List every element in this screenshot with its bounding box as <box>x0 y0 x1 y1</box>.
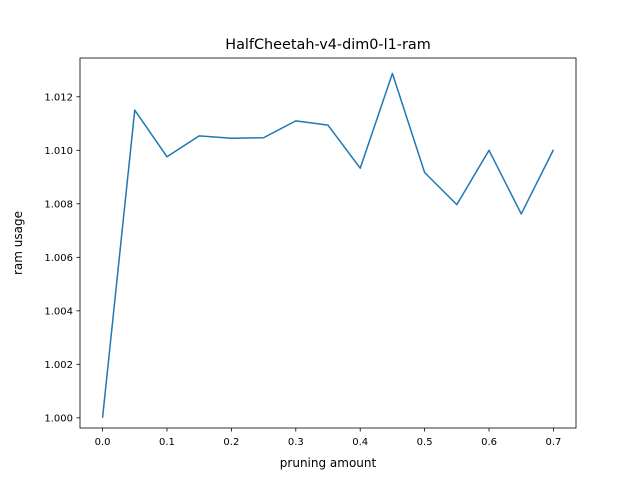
plot-area <box>102 73 553 418</box>
y-tick-label: 1.010 <box>44 146 73 157</box>
x-tick-label: 0.0 <box>95 437 111 448</box>
x-axis-ticks: 0.0 0.1 0.2 0.3 0.4 0.5 0.6 0.7 <box>95 428 562 448</box>
y-tick-label: 1.006 <box>44 253 73 264</box>
y-tick-label: 1.002 <box>44 360 73 371</box>
chart-title: HalfCheetah-v4-dim0-l1-ram <box>225 37 430 53</box>
x-tick-label: 0.2 <box>223 437 239 448</box>
x-tick-label: 0.5 <box>417 437 433 448</box>
x-tick-label: 0.6 <box>481 437 497 448</box>
y-tick-label: 1.012 <box>44 92 73 103</box>
x-tick-label: 0.3 <box>288 437 304 448</box>
x-axis-label: pruning amount <box>280 456 377 470</box>
axes-frame <box>80 58 576 428</box>
y-tick-label: 1.000 <box>44 413 73 424</box>
x-tick-label: 0.4 <box>352 437 368 448</box>
y-tick-label: 1.008 <box>44 199 73 210</box>
x-tick-label: 0.1 <box>159 437 175 448</box>
y-axis-ticks: 1.000 1.002 1.004 1.006 1.008 1.010 1.012 <box>44 92 80 424</box>
y-axis-label: ram usage <box>11 211 25 275</box>
x-tick-label: 0.7 <box>546 437 562 448</box>
y-tick-label: 1.004 <box>44 306 73 317</box>
